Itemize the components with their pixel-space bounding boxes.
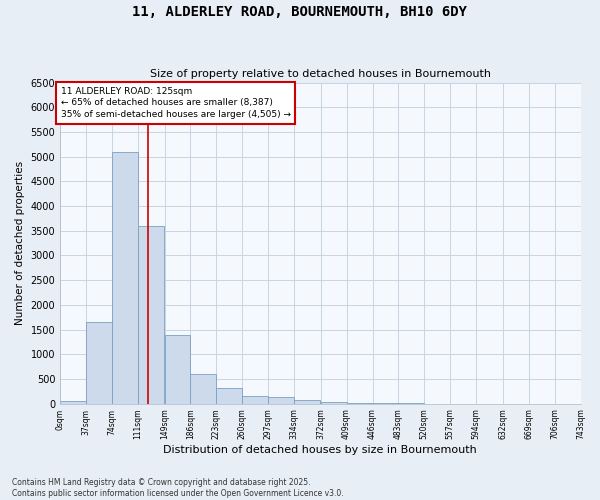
- Y-axis label: Number of detached properties: Number of detached properties: [15, 161, 25, 325]
- Bar: [217, 388, 242, 404]
- Bar: [268, 398, 294, 404]
- Bar: [86, 322, 112, 404]
- Bar: [347, 402, 373, 404]
- Bar: [60, 400, 86, 404]
- Bar: [138, 226, 164, 404]
- Text: 11, ALDERLEY ROAD, BOURNEMOUTH, BH10 6DY: 11, ALDERLEY ROAD, BOURNEMOUTH, BH10 6DY: [133, 5, 467, 19]
- Text: Contains HM Land Registry data © Crown copyright and database right 2025.
Contai: Contains HM Land Registry data © Crown c…: [12, 478, 344, 498]
- Bar: [164, 334, 190, 404]
- Text: 11 ALDERLEY ROAD: 125sqm
← 65% of detached houses are smaller (8,387)
35% of sem: 11 ALDERLEY ROAD: 125sqm ← 65% of detach…: [61, 86, 291, 119]
- Bar: [294, 400, 320, 404]
- Bar: [190, 374, 217, 404]
- Bar: [112, 152, 138, 404]
- Bar: [320, 402, 347, 404]
- Bar: [242, 396, 268, 404]
- X-axis label: Distribution of detached houses by size in Bournemouth: Distribution of detached houses by size …: [163, 445, 477, 455]
- Title: Size of property relative to detached houses in Bournemouth: Size of property relative to detached ho…: [150, 69, 491, 79]
